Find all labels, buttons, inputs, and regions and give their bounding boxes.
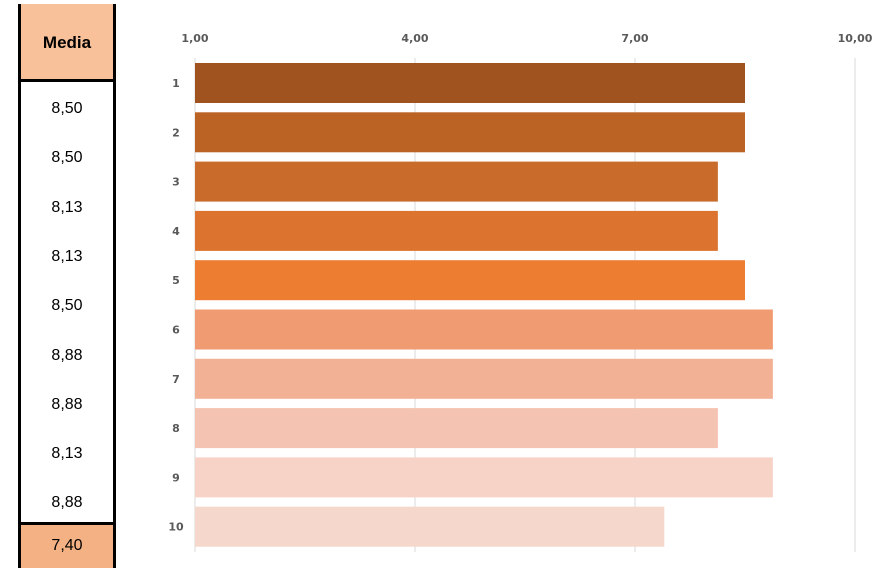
media-value: 8,88 xyxy=(51,494,83,512)
x-tick-label: 4,00 xyxy=(401,32,428,45)
media-value: 8,13 xyxy=(51,198,83,216)
media-value: 8,50 xyxy=(51,297,83,315)
category-label: 10 xyxy=(168,521,184,534)
media-footer: 7,40 xyxy=(21,522,113,568)
bar xyxy=(195,63,745,103)
bar xyxy=(195,457,773,498)
media-value: 8,88 xyxy=(51,346,83,364)
category-label: 3 xyxy=(172,176,180,189)
media-table: Media 8,50 8,50 8,13 8,13 8,50 8,88 8,88 8,13 8,… xyxy=(18,4,116,568)
category-label: 5 xyxy=(172,274,180,287)
x-tick-label: 1,00 xyxy=(181,32,208,45)
category-label: 4 xyxy=(172,225,180,238)
bar xyxy=(195,408,718,449)
bar xyxy=(195,260,745,301)
x-tick-label: 7,00 xyxy=(621,32,648,45)
media-value: 8,13 xyxy=(51,445,83,463)
x-tick-label: 10,00 xyxy=(838,32,873,45)
bar xyxy=(195,506,665,547)
category-labels: 1 2 3 4 5 6 7 8 9 10 xyxy=(168,77,184,534)
x-axis-ticks: 1,00 4,00 7,00 10,00 xyxy=(181,32,872,45)
category-label: 9 xyxy=(172,471,180,484)
bars xyxy=(195,63,773,547)
bar xyxy=(195,309,773,350)
media-value: 8,13 xyxy=(51,247,83,265)
media-value: 8,88 xyxy=(51,395,83,413)
category-label: 7 xyxy=(172,373,180,386)
category-label: 8 xyxy=(172,422,180,435)
category-label: 1 xyxy=(172,77,180,90)
media-header: Media xyxy=(21,4,113,82)
category-label: 2 xyxy=(172,126,180,139)
media-value: 8,50 xyxy=(51,149,83,167)
category-label: 6 xyxy=(172,324,180,337)
bar xyxy=(195,358,773,399)
media-value: 8,50 xyxy=(51,100,83,117)
bar xyxy=(195,210,718,251)
bar xyxy=(195,161,718,202)
bar xyxy=(195,112,745,153)
